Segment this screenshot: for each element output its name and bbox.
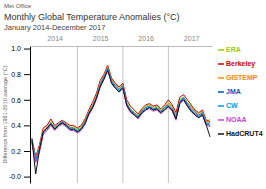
legend-item: NOAA <box>218 116 247 123</box>
legend-item: JMA <box>218 88 241 95</box>
x-tick-label: 2014 <box>47 35 63 42</box>
marks <box>32 46 210 183</box>
year-divider <box>122 46 123 183</box>
x-tick: 2017 <box>184 35 200 42</box>
year-divider <box>77 46 78 183</box>
x-axis: 2014 2015 2016 2017 <box>31 35 213 47</box>
legend-label: GISTEMP <box>226 74 258 81</box>
legend-swatch <box>218 91 224 93</box>
legend-label: CW <box>226 102 238 109</box>
plot: -0.0 0.2 0.4 0.6 0.8 1.0 2014 2015 2016 2017 <box>9 35 213 184</box>
series-line <box>32 70 210 174</box>
subtitle: January 2014-December 2017 <box>4 23 105 32</box>
legend: ERA Berkeley GISTEMP JMA CW NOAA HadCRUT4 <box>218 46 263 137</box>
legend-label: HadCRUT4 <box>226 130 263 137</box>
y-tick-label: 0.6 <box>11 97 21 104</box>
x-tick: 2015 <box>93 35 109 42</box>
legend-swatch <box>218 133 224 135</box>
legend-item: GISTEMP <box>218 74 258 81</box>
x-tick-label: 2016 <box>138 35 154 42</box>
x-tick-label: 2015 <box>93 35 109 42</box>
y-tick-label: 0.8 <box>11 71 21 78</box>
x-axis-line <box>31 46 213 47</box>
y-tick: 0.6 <box>11 97 30 104</box>
series-line <box>32 68 210 160</box>
chart: Met Office Monthly Global Temperature Ano… <box>0 0 266 189</box>
legend-swatch <box>218 49 224 51</box>
legend-item: Berkeley <box>218 60 255 68</box>
legend-swatch <box>218 105 224 107</box>
series-line <box>32 65 210 157</box>
legend-label: Berkeley <box>226 60 255 68</box>
y-tick: 0.2 <box>11 148 30 155</box>
y-tick-label: 0.2 <box>11 148 21 155</box>
y-axis: -0.0 0.2 0.4 0.6 0.8 1.0 <box>9 45 31 183</box>
legend-item: ERA <box>218 46 241 53</box>
y-tick-label: 0.4 <box>11 122 21 129</box>
legend-item: CW <box>218 102 238 109</box>
legend-label: NOAA <box>226 116 247 123</box>
legend-swatch <box>218 77 224 79</box>
y-tick-mark <box>24 177 30 178</box>
y-axis-title: Difference from 1981-2010 average (°C) <box>2 65 8 163</box>
series-line <box>32 68 210 155</box>
y-tick-mark <box>24 49 30 50</box>
x-tick: 2016 <box>138 35 154 42</box>
y-tick-mark <box>24 100 30 101</box>
y-tick: 0.8 <box>11 71 30 78</box>
legend-item: HadCRUT4 <box>218 130 263 137</box>
y-axis-line <box>30 47 31 184</box>
annotation: Met Office <box>4 3 32 9</box>
legend-label: ERA <box>226 46 241 53</box>
y-tick-mark <box>24 74 30 75</box>
x-tick: 2014 <box>47 35 63 42</box>
y-tick-label: -0.0 <box>9 173 21 180</box>
title: Monthly Global Temperature Anomalies (°C… <box>4 12 180 22</box>
series-line <box>32 66 210 158</box>
series-line <box>32 70 210 162</box>
year-divider <box>168 46 169 183</box>
y-tick: 1.0 <box>11 45 30 52</box>
legend-swatch <box>218 119 224 121</box>
series-line <box>32 69 210 161</box>
x-tick-label: 2017 <box>184 35 200 42</box>
y-tick: -0.0 <box>9 173 30 180</box>
legend-label: JMA <box>226 88 241 95</box>
y-tick-mark <box>24 151 30 152</box>
y-tick-mark <box>24 125 30 126</box>
legend-swatch <box>218 63 224 65</box>
y-tick-label: 1.0 <box>11 45 21 52</box>
y-tick: 0.4 <box>11 122 30 129</box>
